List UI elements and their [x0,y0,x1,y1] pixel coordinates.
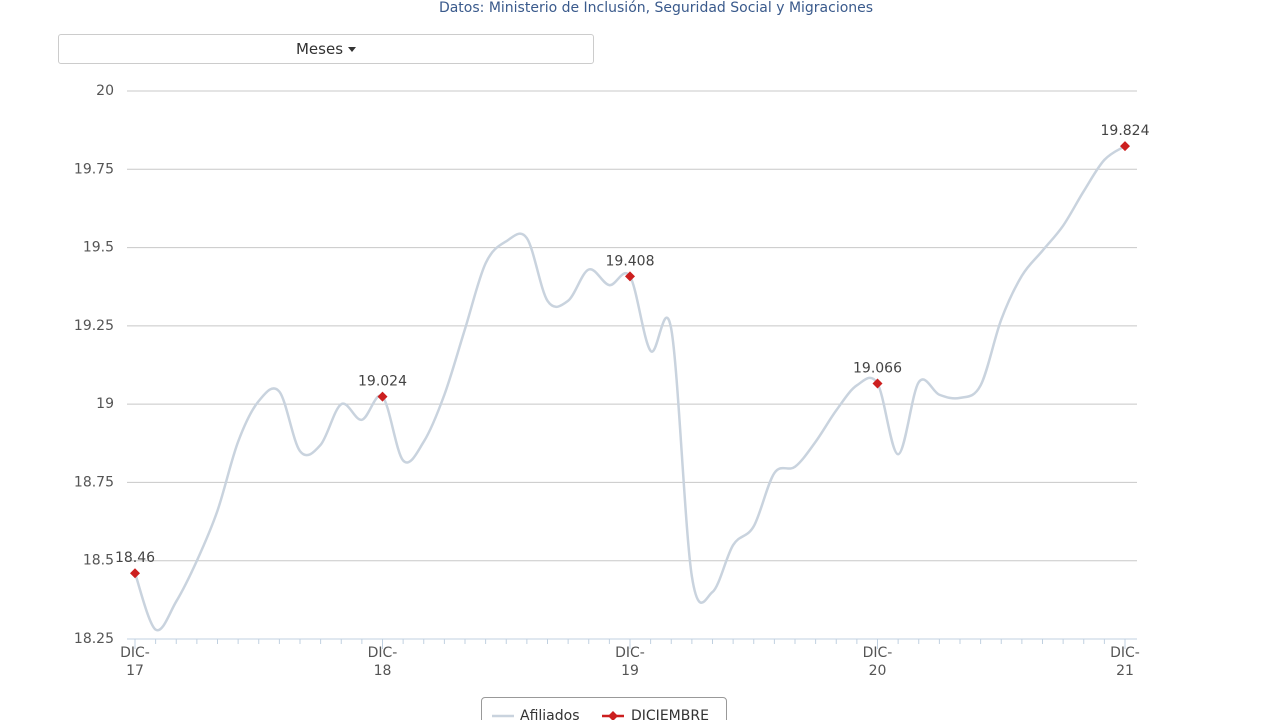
legend-swatch-marker [608,711,618,720]
period-dropdown[interactable]: Meses [58,34,594,64]
dropdown-label: Meses [295,40,344,58]
diciembre-marker [377,391,388,402]
data-label: 19.024 [358,374,407,390]
x-tick-label: DIC- 21 [1110,645,1140,679]
chart-subtitle: Datos: Ministerio de Inclusión, Segurida… [438,0,874,16]
diciembre-marker [872,378,883,389]
diciembre-marker [625,271,635,282]
x-tick-label: DIC- 18 [367,645,398,679]
legend-label: Afiliados [520,708,580,720]
data-label: 19.408 [606,253,655,269]
data-line [133,145,1126,632]
y-tick-label: 18.5 [83,553,114,569]
y-tick-label: 19.75 [74,161,114,177]
x-tick-label: DIC- 17 [120,645,150,679]
legend-graphics: Afiliados DICIEMBRE [492,708,709,720]
y-tick-label: 20 [96,83,114,99]
data-label: 18.46 [115,550,155,566]
y-tick-label: 19 [96,396,114,412]
data-label: 19.066 [853,360,902,376]
y-tick-label: 19.25 [74,318,114,334]
y-tick-label: 19.5 [83,240,114,256]
diciembre-marker [130,568,140,579]
x-tick-label: DIC- 19 [615,645,645,679]
y-tick-label: 18.75 [74,474,114,490]
data-label: 19.824 [1101,123,1150,139]
caret-icon [348,46,357,52]
diciembre-marker [1120,141,1130,152]
legend: Afiliados DICIEMBRE [481,697,727,720]
legend-label: DICIEMBRE [631,708,709,720]
y-tick-label: 18.25 [74,631,114,647]
x-tick-label: DIC- 20 [862,645,893,679]
